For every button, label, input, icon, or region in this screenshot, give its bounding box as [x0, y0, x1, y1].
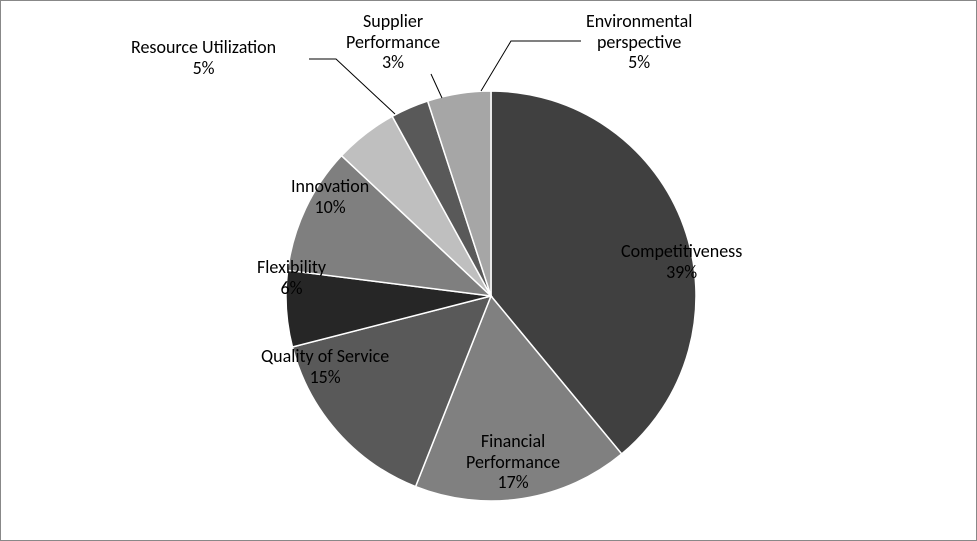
slice-label: Competitiveness39%: [621, 241, 742, 282]
slice-label-line: 17%: [466, 472, 560, 493]
slice-label-line: 3%: [346, 52, 440, 73]
slice-label-line: Innovation: [291, 176, 369, 197]
slice-label-line: Quality of Service: [261, 346, 389, 367]
slice-label: Resource Utilization5%: [131, 37, 276, 78]
leader-line: [481, 41, 581, 91]
slice-label: Environmentalperspective5%: [586, 11, 692, 73]
slice-label-line: Flexibility: [257, 257, 326, 278]
slice-label-line: Supplier: [346, 11, 440, 32]
slice-label-line: Resource Utilization: [131, 37, 276, 58]
slice-label-line: 5%: [131, 58, 276, 79]
slice-label-line: Performance: [466, 452, 560, 473]
slice-label-line: perspective: [586, 32, 692, 53]
slice-label-line: Environmental: [586, 11, 692, 32]
slice-label-line: Financial: [466, 431, 560, 452]
slice-label-line: Competitiveness: [621, 241, 742, 262]
slice-label-line: 39%: [621, 262, 742, 283]
slice-label-line: 5%: [586, 52, 692, 73]
slice-label-line: 10%: [291, 197, 369, 218]
slice-label: SupplierPerformance3%: [346, 11, 440, 73]
slice-label: Quality of Service15%: [261, 346, 389, 387]
leader-line: [431, 74, 442, 98]
slice-label-line: Performance: [346, 32, 440, 53]
slice-label-line: 6%: [257, 278, 326, 299]
slice-label: FinancialPerformance17%: [466, 431, 560, 493]
slice-label-line: 15%: [261, 367, 389, 388]
slice-label: Innovation10%: [291, 176, 369, 217]
chart-container: Competitiveness39%FinancialPerformance17…: [0, 0, 977, 541]
slice-label: Flexibility6%: [257, 257, 326, 298]
